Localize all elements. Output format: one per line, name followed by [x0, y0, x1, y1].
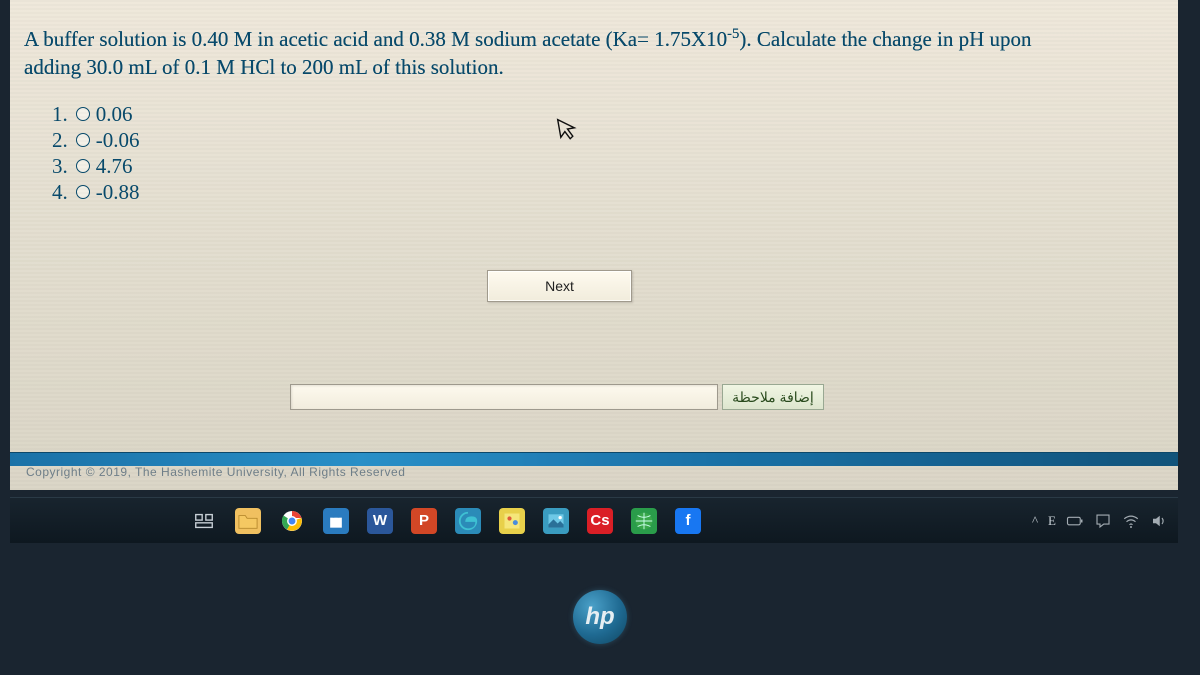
powerpoint-icon[interactable]: P	[404, 503, 444, 539]
taskbar: WP Cs f ^ E	[10, 497, 1178, 543]
option-2[interactable]: 2. -0.06	[52, 127, 1178, 153]
file-explorer-icon[interactable]	[228, 503, 268, 539]
adobe-cc-icon[interactable]: Cs	[580, 503, 620, 539]
action-center-icon[interactable]	[1094, 512, 1112, 530]
note-input[interactable]	[290, 384, 718, 410]
radio-icon[interactable]	[76, 159, 90, 173]
option-label: -0.06	[96, 127, 140, 153]
option-label: 4.76	[96, 153, 133, 179]
quiz-page: A buffer solution is 0.40 M in acetic ac…	[10, 0, 1178, 490]
copyright-text: Copyright © 2019, The Hashemite Universi…	[26, 465, 405, 479]
system-tray: ^ E	[1032, 512, 1168, 530]
globe-icon[interactable]	[624, 503, 664, 539]
edge-icon[interactable]	[448, 503, 488, 539]
wifi-icon[interactable]	[1122, 512, 1140, 530]
footer-band	[10, 452, 1178, 466]
facebook-icon[interactable]: f	[668, 503, 708, 539]
option-4[interactable]: 4. -0.88	[52, 179, 1178, 205]
option-label: 0.06	[96, 101, 133, 127]
add-note-button[interactable]: إضافة ملاحظة	[722, 384, 824, 410]
question-line-2: adding 30.0 mL of 0.1 M HCl to 200 mL of…	[24, 55, 504, 79]
radio-icon[interactable]	[76, 133, 90, 147]
sound-icon[interactable]	[1150, 512, 1168, 530]
options-list: 1. 0.06 2. -0.06 3. 4.76 4. -0.88	[10, 85, 1178, 205]
word-icon[interactable]: W	[360, 503, 400, 539]
question-exponent: -5	[727, 26, 739, 42]
question-part-1: A buffer solution is 0.40 M in acetic ac…	[24, 27, 727, 51]
radio-icon[interactable]	[76, 107, 90, 121]
option-3[interactable]: 3. 4.76	[52, 153, 1178, 179]
photos-icon[interactable]	[536, 503, 576, 539]
option-1[interactable]: 1. 0.06	[52, 101, 1178, 127]
store-icon[interactable]	[316, 503, 356, 539]
next-button[interactable]: Next	[487, 270, 632, 302]
option-number: 4.	[52, 179, 68, 205]
option-number: 3.	[52, 153, 68, 179]
tray-chevron-icon[interactable]: ^	[1032, 513, 1038, 529]
option-number: 2.	[52, 127, 68, 153]
paint-icon[interactable]	[492, 503, 532, 539]
chrome-icon[interactable]	[272, 503, 312, 539]
radio-icon[interactable]	[76, 185, 90, 199]
tray-lang[interactable]: E	[1048, 513, 1056, 529]
taskbar-apps: WP Cs f	[184, 503, 708, 539]
battery-icon[interactable]	[1066, 512, 1084, 530]
task-view-icon[interactable]	[184, 503, 224, 539]
hp-logo: hp	[573, 590, 627, 644]
option-number: 1.	[52, 101, 68, 127]
question-text: A buffer solution is 0.40 M in acetic ac…	[10, 0, 1178, 85]
option-label: -0.88	[96, 179, 140, 205]
question-part-2: ). Calculate the change in pH upon	[739, 27, 1031, 51]
